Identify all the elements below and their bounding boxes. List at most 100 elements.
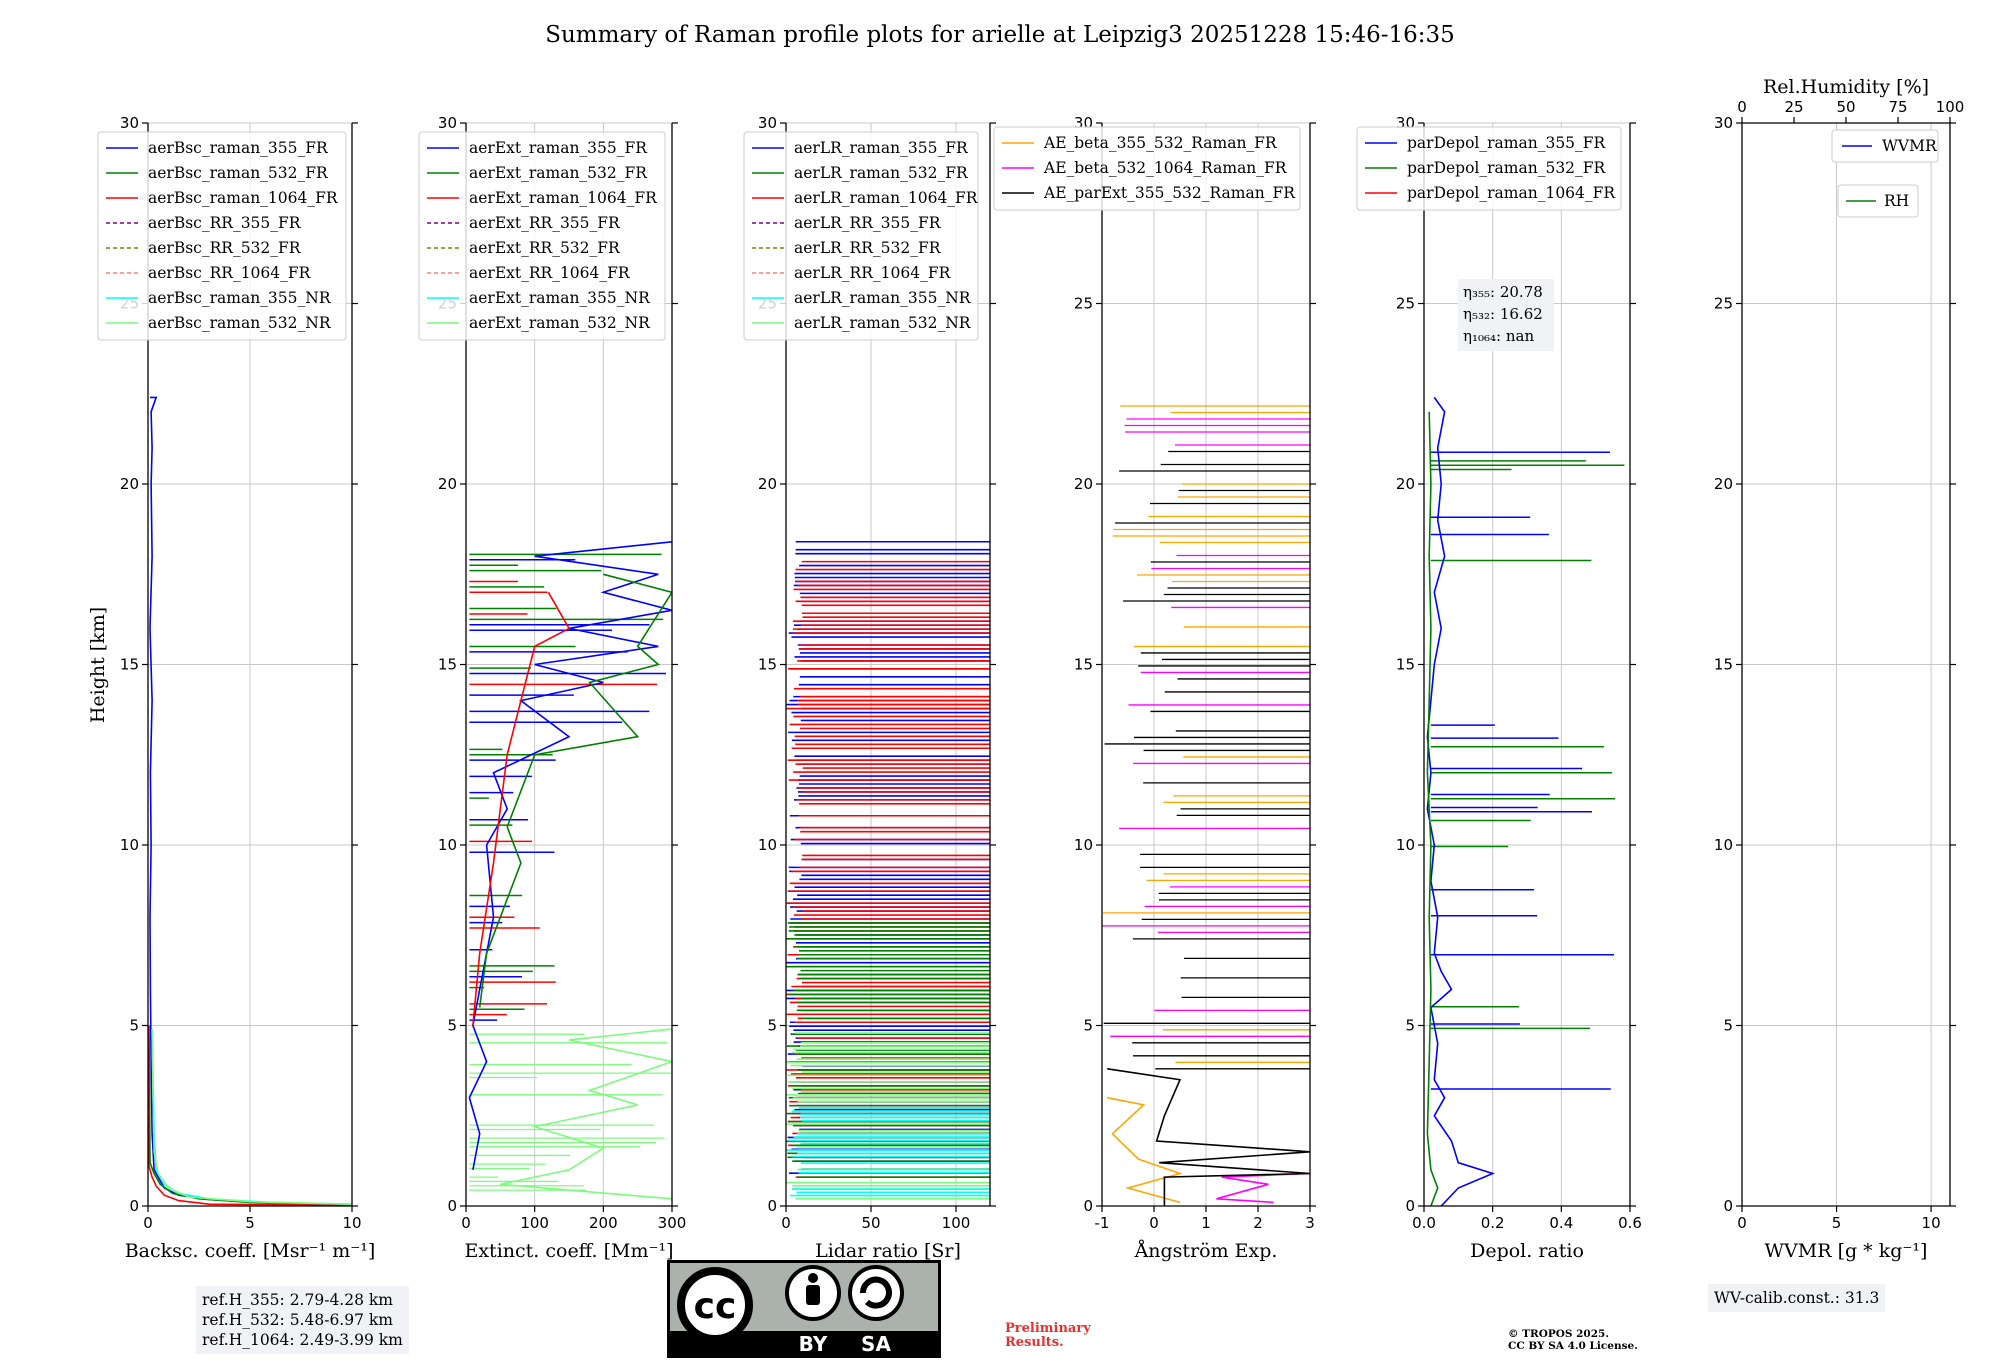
x-tick-label: 50 xyxy=(861,1214,880,1232)
top-tick-label: 50 xyxy=(1836,98,1855,116)
x-axis-label-ext: Extinct. coeff. [Mm⁻¹] xyxy=(464,1240,673,1262)
y-tick-label: 10 xyxy=(1714,836,1733,854)
series-parDepol_raman_532_FR xyxy=(1426,411,1439,1206)
x-tick-label: 5 xyxy=(1832,1214,1842,1232)
y-tick-label: 20 xyxy=(1396,475,1415,493)
x-tick-label: 100 xyxy=(942,1214,971,1232)
eta-line: η₁₀₆₄: nan xyxy=(1463,327,1534,345)
copyright-note: © TROPOS 2025. CC BY SA 4.0 License. xyxy=(1508,1328,1638,1352)
cc-icon-text: cc xyxy=(694,1286,737,1327)
prelim-line-1: Preliminary xyxy=(1005,1321,1091,1336)
y-tick-label: 25 xyxy=(1074,295,1093,313)
top-tick-label: 0 xyxy=(1737,98,1747,116)
x-tick-label: 300 xyxy=(658,1214,687,1232)
legend-bsc: aerBsc_raman_355_FR aerBsc_raman_532_FRae… xyxy=(97,131,347,341)
x-axis-label-bsc: Backsc. coeff. [Msr⁻¹ m⁻¹] xyxy=(125,1240,376,1262)
top-axis-label: Rel.Humidity [%] xyxy=(1763,76,1929,98)
legend-wvmr: WVMR xyxy=(1831,129,1939,163)
legend-label: aerExt_RR_1064_FR xyxy=(469,264,631,282)
x-tick-label: 0 xyxy=(781,1214,791,1232)
legend-label: AE_parExt_355_532_Raman_FR xyxy=(1043,184,1296,202)
legend-label: aerExt_raman_355_FR xyxy=(469,139,648,157)
y-tick-label: 10 xyxy=(120,836,139,854)
legend-label: aerExt_raman_355_NR xyxy=(469,289,651,307)
legend-label: aerBsc_RR_355_FR xyxy=(148,214,302,232)
top-tick-label: 25 xyxy=(1784,98,1803,116)
x-tick-label: 0 xyxy=(143,1214,153,1232)
legend-label: aerBsc_raman_355_NR xyxy=(148,289,332,307)
y-tick-label: 20 xyxy=(758,475,777,493)
legend-label: aerBsc_raman_532_FR xyxy=(148,164,329,182)
legend-label: aerLR_RR_532_FR xyxy=(794,239,942,257)
legend-ae: AE_beta_355_532_Raman_FR AE_beta_532_1064… xyxy=(993,126,1301,211)
figure-title: Summary of Raman profile plots for ariel… xyxy=(545,22,1455,48)
x-tick-label: 0.0 xyxy=(1412,1214,1436,1232)
copyright-line-2: CC BY SA 4.0 License. xyxy=(1508,1340,1638,1352)
legend-label: aerLR_raman_532_NR xyxy=(794,314,972,332)
legend-label: aerBsc_RR_1064_FR xyxy=(148,264,312,282)
legend-label: aerLR_raman_1064_FR xyxy=(794,189,979,207)
x-tick-label: 0 xyxy=(1737,1214,1747,1232)
series-aerExt_raman_355_FR xyxy=(468,541,672,1171)
by-label: BY xyxy=(799,1332,828,1356)
legend-ext: aerExt_raman_355_FR aerExt_raman_532_FRae… xyxy=(418,131,666,341)
y-tick-label: 0 xyxy=(1405,1197,1415,1215)
y-tick-label: 0 xyxy=(447,1197,457,1215)
series-AE_parExt_355_532_Raman_FR xyxy=(1107,1068,1310,1206)
legend-label: parDepol_raman_1064_FR xyxy=(1407,184,1616,202)
series-aerExt_raman_1064_FR xyxy=(472,591,571,1026)
y-tick-label: 0 xyxy=(1083,1197,1093,1215)
x-tick-label: 10 xyxy=(342,1214,361,1232)
legend-label: parDepol_raman_355_FR xyxy=(1407,134,1607,152)
legend-label: parDepol_raman_532_FR xyxy=(1407,159,1607,177)
y-tick-label: 5 xyxy=(1723,1017,1733,1035)
legend-label: aerExt_raman_532_FR xyxy=(469,164,648,182)
y-tick-label: 10 xyxy=(438,836,457,854)
x-tick-label: 100 xyxy=(520,1214,549,1232)
x-tick-label: 5 xyxy=(245,1214,255,1232)
x-tick-label: 2 xyxy=(1253,1214,1263,1232)
legend-label: aerExt_raman_532_NR xyxy=(469,314,651,332)
y-tick-label: 20 xyxy=(120,475,139,493)
y-tick-label: 30 xyxy=(1714,114,1733,132)
x-tick-label: 0.2 xyxy=(1481,1214,1505,1232)
x-tick-label: 200 xyxy=(589,1214,618,1232)
legend-label: aerBsc_RR_532_FR xyxy=(148,239,302,257)
series-aerExt_raman_532_FR xyxy=(478,573,672,1008)
series-parDepol_raman_355_FR xyxy=(1426,396,1496,1206)
refh-532: ref.H_532: 5.48-6.97 km xyxy=(202,1311,393,1329)
preliminary-note: Preliminary Results. xyxy=(1005,1322,1091,1350)
refh-355: ref.H_355: 2.79-4.28 km xyxy=(202,1291,393,1309)
top-tick-label: 75 xyxy=(1888,98,1907,116)
series-aerBsc_raman_355_FR xyxy=(149,396,352,1206)
legend-label: AE_beta_355_532_Raman_FR xyxy=(1043,134,1278,152)
y-tick-label: 20 xyxy=(1074,475,1093,493)
eta-line: η₅₃₂: 16.62 xyxy=(1463,305,1543,323)
y-tick-label: 0 xyxy=(1723,1197,1733,1215)
series-aerBsc_raman_355_NR xyxy=(151,1029,352,1205)
y-tick-label: 15 xyxy=(1074,656,1093,674)
y-tick-label: 15 xyxy=(438,656,457,674)
legend-label: aerLR_raman_355_FR xyxy=(794,139,969,157)
panel-bsc: 0510152025300510Backsc. coeff. [Msr⁻¹ m⁻… xyxy=(97,114,376,1262)
x-tick-label: 0.6 xyxy=(1618,1214,1642,1232)
legend-label: AE_beta_532_1064_Raman_FR xyxy=(1043,159,1288,177)
legend-label: aerLR_raman_355_NR xyxy=(794,289,972,307)
series-AE_beta_355_532_Raman_FR xyxy=(1107,1096,1183,1204)
x-axis-label-dep: Depol. ratio xyxy=(1470,1240,1584,1262)
sa-icon xyxy=(848,1265,904,1321)
series-aerExt_raman_532_NR xyxy=(500,1028,672,1200)
legend-label: aerBsc_raman_532_NR xyxy=(148,314,332,332)
reference-height-box: ref.H_355: 2.79-4.28 km ref.H_532: 5.48-… xyxy=(196,1286,409,1354)
refh-1064: ref.H_1064: 2.49-3.99 km xyxy=(202,1331,403,1349)
sa-label: SA xyxy=(861,1332,891,1356)
y-tick-label: 30 xyxy=(438,114,457,132)
legend-label: aerExt_RR_532_FR xyxy=(469,239,621,257)
y-tick-label: 20 xyxy=(1714,475,1733,493)
x-tick-label: 0.4 xyxy=(1549,1214,1573,1232)
legend-label: aerLR_RR_355_FR xyxy=(794,214,942,232)
series-AE_beta_532_1064_Raman_FR xyxy=(1216,1172,1310,1204)
legend-label: aerExt_raman_1064_FR xyxy=(469,189,658,207)
y-tick-label: 15 xyxy=(1396,656,1415,674)
